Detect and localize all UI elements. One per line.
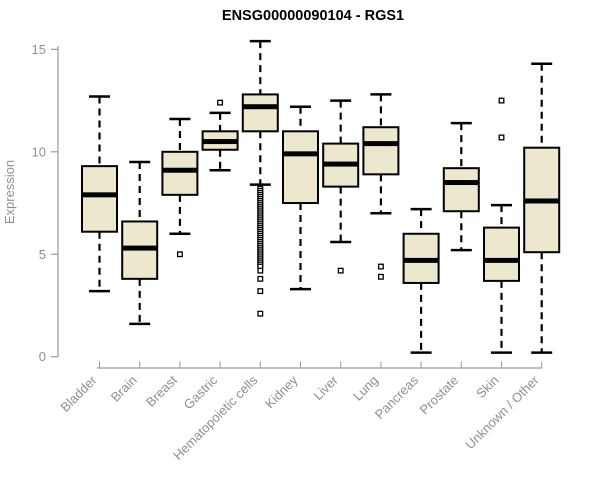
iqr-box [161,150,199,196]
category-label: Skin [473,373,501,401]
chart-title: ENSG00000090104 - RGS1 [221,8,405,24]
iqr-box [483,226,520,282]
boxplot-brain [121,160,159,326]
boxplot-skin [483,97,520,354]
iqr-box [282,130,319,205]
boxplot-prostate [442,121,480,252]
outlier-point [498,134,505,141]
boxplot-breast [161,117,199,258]
outlier-point [498,97,505,104]
outlier-point [377,263,384,270]
category-label: Liver [310,372,341,403]
boxplot-lung [362,93,400,280]
category-label: Unknown / Other [462,372,542,452]
median-line [403,257,439,263]
boxplot-kidney [282,105,319,291]
category-label: Bladder [57,372,100,415]
category-label: Lung [350,373,381,404]
boxplot-pancreas [402,207,440,354]
median-line [242,104,278,110]
outlier-point [176,251,183,258]
category-label: Kidney [262,372,301,411]
median-line [484,257,519,263]
category-label: Prostate [417,373,462,418]
outlier-point [257,275,264,282]
outlier-point [257,267,264,274]
boxplot-gastric [201,99,239,172]
median-line [122,245,158,251]
boxplot-hematopoietic-cells [241,39,279,317]
median-line [524,198,560,204]
iqr-box [442,167,480,213]
y-axis-tick-label: 15 [32,42,46,57]
category-label: Pancreas [372,372,422,422]
category-label: Breast [143,372,180,409]
iqr-box [241,93,279,133]
boxplot-bladder [81,95,118,293]
median-line [202,139,238,145]
y-axis-tick-label: 0 [39,349,46,364]
y-axis-tick-label: 10 [32,144,46,159]
category-label: Gastric [181,372,221,412]
category-label: Brain [108,373,140,405]
median-line [283,151,318,157]
median-line [363,141,399,147]
median-line [162,167,198,173]
median-line [443,180,479,186]
median-line [323,161,359,167]
iqr-box [81,165,118,233]
iqr-box [362,126,400,176]
median-line [82,192,117,198]
outlier-point [337,267,344,274]
outlier-point [377,273,384,280]
boxplot-liver [322,99,360,274]
outlier-point [257,288,264,295]
outlier-point [257,310,264,317]
boxplot-unknown-other [523,62,561,354]
outlier-point [217,99,224,106]
y-axis-tick-label: 5 [39,247,46,262]
